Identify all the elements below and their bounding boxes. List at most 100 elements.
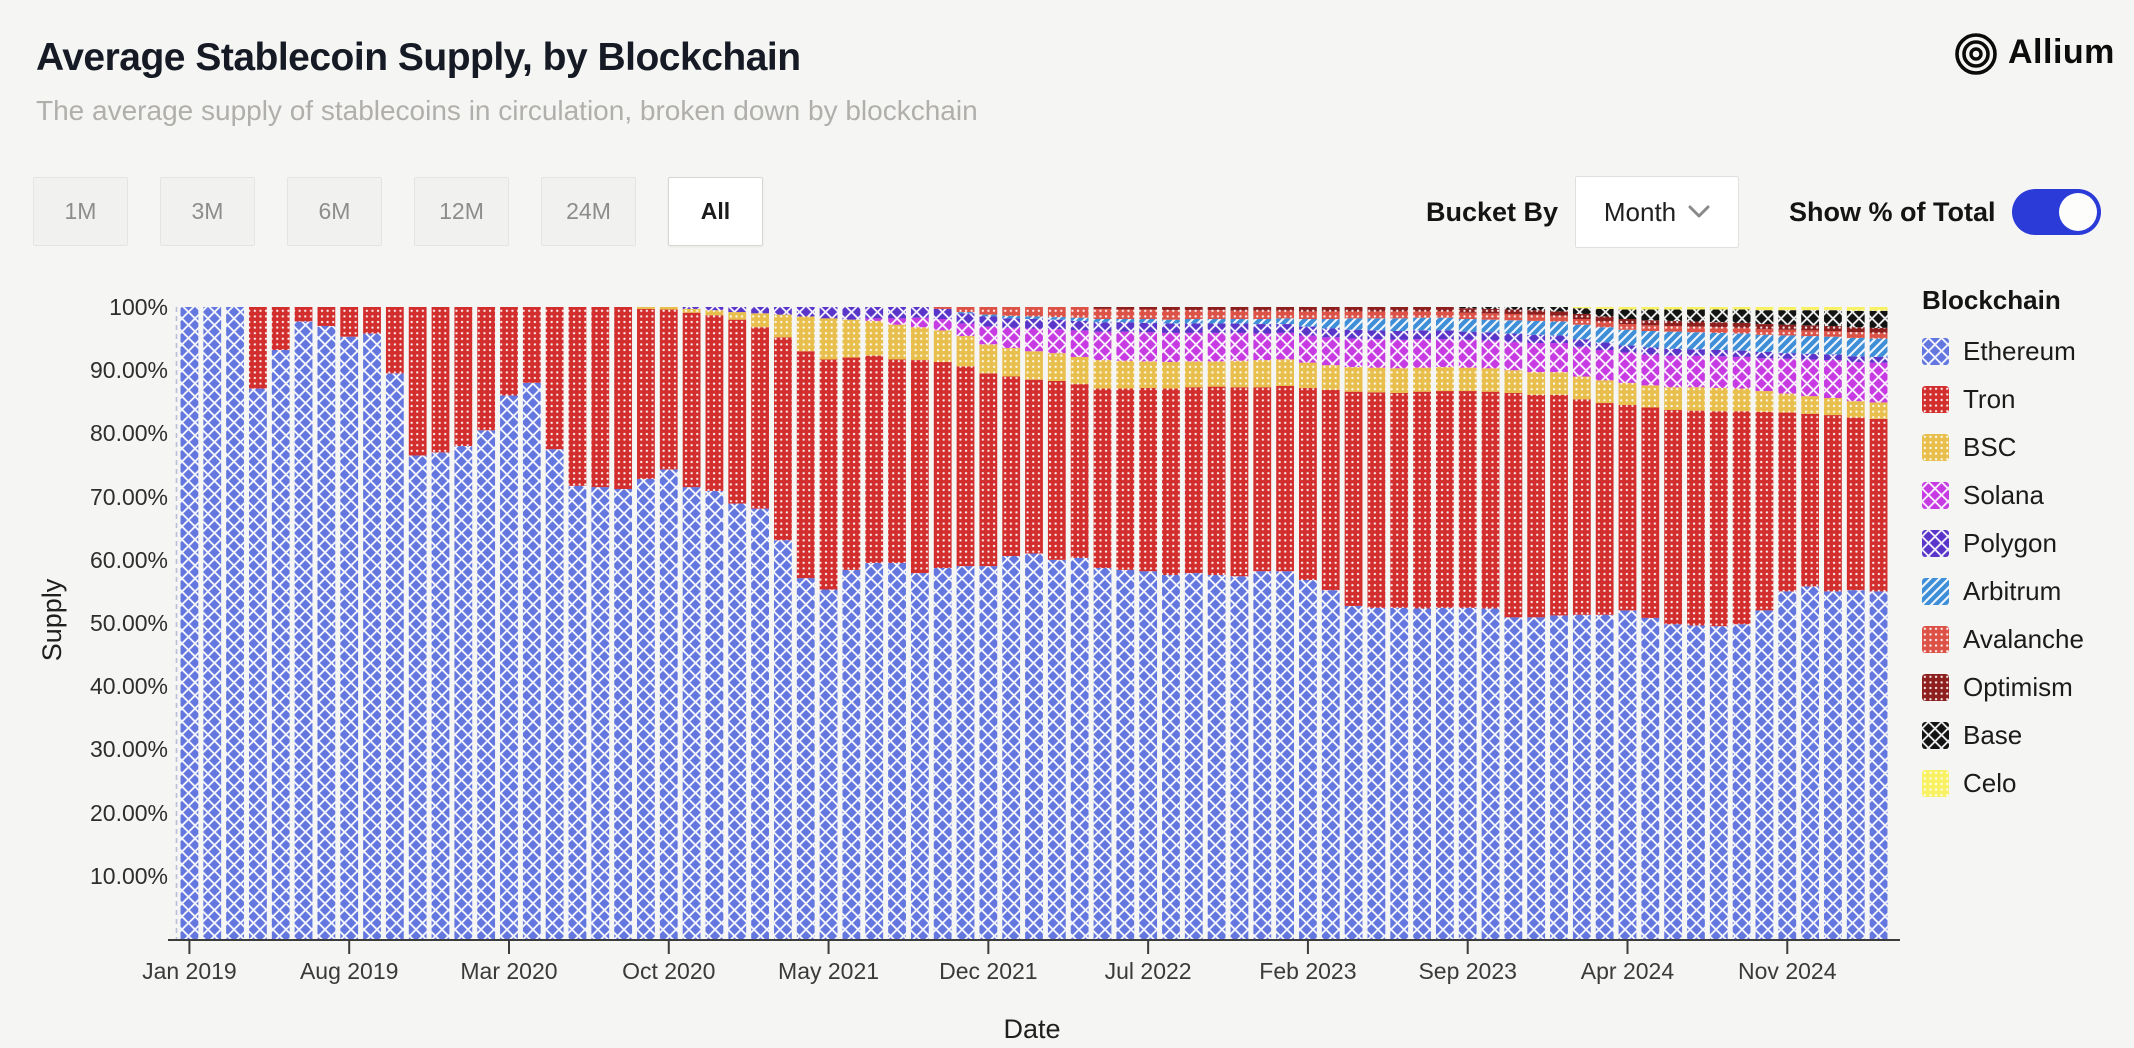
bar-segment-avalanche[interactable] <box>1778 329 1797 336</box>
bar-segment-ethereum[interactable] <box>1481 608 1500 939</box>
bar-segment-ethereum[interactable] <box>180 307 199 939</box>
bar-segment-polygon[interactable] <box>1869 356 1888 363</box>
bar-segment-optimism[interactable] <box>1207 307 1226 311</box>
bar-segment-arbitrum[interactable] <box>1869 338 1888 357</box>
bar-segment-solana[interactable] <box>1824 360 1842 399</box>
bar-segment-arbitrum[interactable] <box>1047 317 1066 320</box>
bar-segment-polygon[interactable] <box>1504 333 1523 342</box>
bar-segment-bsc[interactable] <box>1778 393 1797 413</box>
bar-segment-polygon[interactable] <box>933 308 952 320</box>
bar-segment-tron[interactable] <box>1207 386 1226 575</box>
bar-segment-solana[interactable] <box>888 318 906 325</box>
bar-segment-ethereum[interactable] <box>614 489 633 939</box>
bar-segment-solana[interactable] <box>1641 354 1660 386</box>
bar-segment-avalanche[interactable] <box>1618 324 1637 330</box>
bar-segment-polygon[interactable] <box>1070 320 1089 331</box>
legend-item-avalanche[interactable]: Avalanche <box>1922 624 2084 654</box>
bar-segment-solana[interactable] <box>1550 343 1568 373</box>
bar-segment-arbitrum[interactable] <box>1253 319 1272 325</box>
bar-segment-bsc[interactable] <box>1276 359 1294 386</box>
bar-segment-arbitrum[interactable] <box>1664 331 1683 349</box>
bar-segment-ethereum[interactable] <box>1070 557 1089 939</box>
bar-segment-optimism[interactable] <box>1093 307 1112 309</box>
bar-segment-bsc[interactable] <box>1047 353 1066 381</box>
bar-segment-ethereum[interactable] <box>408 455 427 939</box>
bar-segment-bsc[interactable] <box>979 344 998 374</box>
bar-segment-tron[interactable] <box>979 373 998 567</box>
bar-segment-optimism[interactable] <box>1709 322 1728 328</box>
bar-segment-tron[interactable] <box>1504 392 1523 618</box>
bar-segment-optimism[interactable] <box>1732 322 1751 328</box>
bar-segment-solana[interactable] <box>1047 329 1066 354</box>
bar-segment-solana[interactable] <box>1618 352 1637 383</box>
bar-segment-arbitrum[interactable] <box>1778 335 1797 354</box>
bar-segment-polygon[interactable] <box>1687 349 1705 356</box>
bar-segment-ethereum[interactable] <box>568 485 587 939</box>
bar-segment-arbitrum[interactable] <box>1824 336 1842 355</box>
bar-segment-avalanche[interactable] <box>1641 325 1660 332</box>
bar-segment-arbitrum[interactable] <box>1413 317 1431 331</box>
bar-segment-celo[interactable] <box>1572 307 1591 309</box>
bar-segment-tron[interactable] <box>1321 389 1340 591</box>
bar-segment-arbitrum[interactable] <box>1321 319 1340 329</box>
bar-segment-polygon[interactable] <box>1139 322 1158 333</box>
bar-segment-celo[interactable] <box>1687 307 1705 310</box>
bar-segment-avalanche[interactable] <box>1230 310 1249 320</box>
bar-segment-celo[interactable] <box>1846 307 1865 311</box>
bar-segment-ethereum[interactable] <box>1869 591 1888 939</box>
bar-segment-tron[interactable] <box>1458 391 1477 608</box>
bar-segment-bsc[interactable] <box>1458 367 1477 392</box>
bar-segment-avalanche[interactable] <box>1755 329 1774 335</box>
bar-segment-ethereum[interactable] <box>1435 607 1454 939</box>
bar-segment-optimism[interactable] <box>1162 307 1180 311</box>
bar-segment-avalanche[interactable] <box>1664 325 1683 332</box>
bar-segment-celo[interactable] <box>1618 307 1637 310</box>
bar-segment-optimism[interactable] <box>1504 309 1523 314</box>
bar-segment-optimism[interactable] <box>1435 307 1454 312</box>
bar-segment-ethereum[interactable] <box>1139 571 1158 939</box>
bar-segment-arbitrum[interactable] <box>1709 332 1728 350</box>
bar-segment-solana[interactable] <box>1504 341 1523 371</box>
bar-segment-base[interactable] <box>1801 310 1819 326</box>
bar-segment-ethereum[interactable] <box>1755 610 1774 939</box>
bar-segment-bsc[interactable] <box>1253 360 1272 388</box>
bar-segment-polygon[interactable] <box>1344 329 1363 339</box>
bar-segment-tron[interactable] <box>317 307 336 326</box>
bar-segment-ethereum[interactable] <box>1299 580 1317 939</box>
bar-segment-bsc[interactable] <box>1435 367 1454 392</box>
bar-segment-celo[interactable] <box>1641 307 1660 310</box>
bar-segment-arbitrum[interactable] <box>1732 333 1751 351</box>
bar-segment-bsc[interactable] <box>1709 387 1728 412</box>
bar-segment-avalanche[interactable] <box>956 307 975 313</box>
bar-segment-solana[interactable] <box>1093 331 1112 361</box>
bar-segment-polygon[interactable] <box>1755 351 1774 359</box>
bar-segment-base[interactable] <box>1778 310 1797 325</box>
bar-segment-bsc[interactable] <box>659 307 678 310</box>
bar-segment-ethereum[interactable] <box>774 540 792 939</box>
bar-segment-ethereum[interactable] <box>340 336 359 939</box>
bar-segment-bsc[interactable] <box>1344 367 1363 392</box>
bar-segment-avalanche[interactable] <box>1869 332 1888 339</box>
bar-segment-optimism[interactable] <box>1139 307 1158 310</box>
bar-segment-tron[interactable] <box>1276 386 1294 572</box>
bar-segment-tron[interactable] <box>819 359 838 590</box>
bar-segment-ethereum[interactable] <box>477 430 496 939</box>
bar-segment-ethereum[interactable] <box>385 373 404 939</box>
legend-item-tron[interactable]: Tron <box>1922 384 2084 414</box>
bar-segment-ethereum[interactable] <box>933 568 952 939</box>
bar-segment-tron[interactable] <box>1481 391 1500 609</box>
bar-segment-solana[interactable] <box>1778 358 1797 394</box>
bar-segment-solana[interactable] <box>1458 339 1477 368</box>
bar-segment-solana[interactable] <box>1869 362 1888 403</box>
bar-segment-tron[interactable] <box>1253 387 1272 572</box>
bar-segment-arbitrum[interactable] <box>1207 319 1226 324</box>
bar-segment-polygon[interactable] <box>1367 330 1386 340</box>
bar-segment-arbitrum[interactable] <box>1162 319 1180 324</box>
bar-segment-polygon[interactable] <box>705 307 724 311</box>
bar-segment-optimism[interactable] <box>1276 307 1294 311</box>
bar-segment-base[interactable] <box>1824 310 1842 326</box>
bar-segment-tron[interactable] <box>294 307 313 322</box>
bar-segment-bsc[interactable] <box>1139 361 1158 388</box>
bar-segment-avalanche[interactable] <box>933 307 952 309</box>
